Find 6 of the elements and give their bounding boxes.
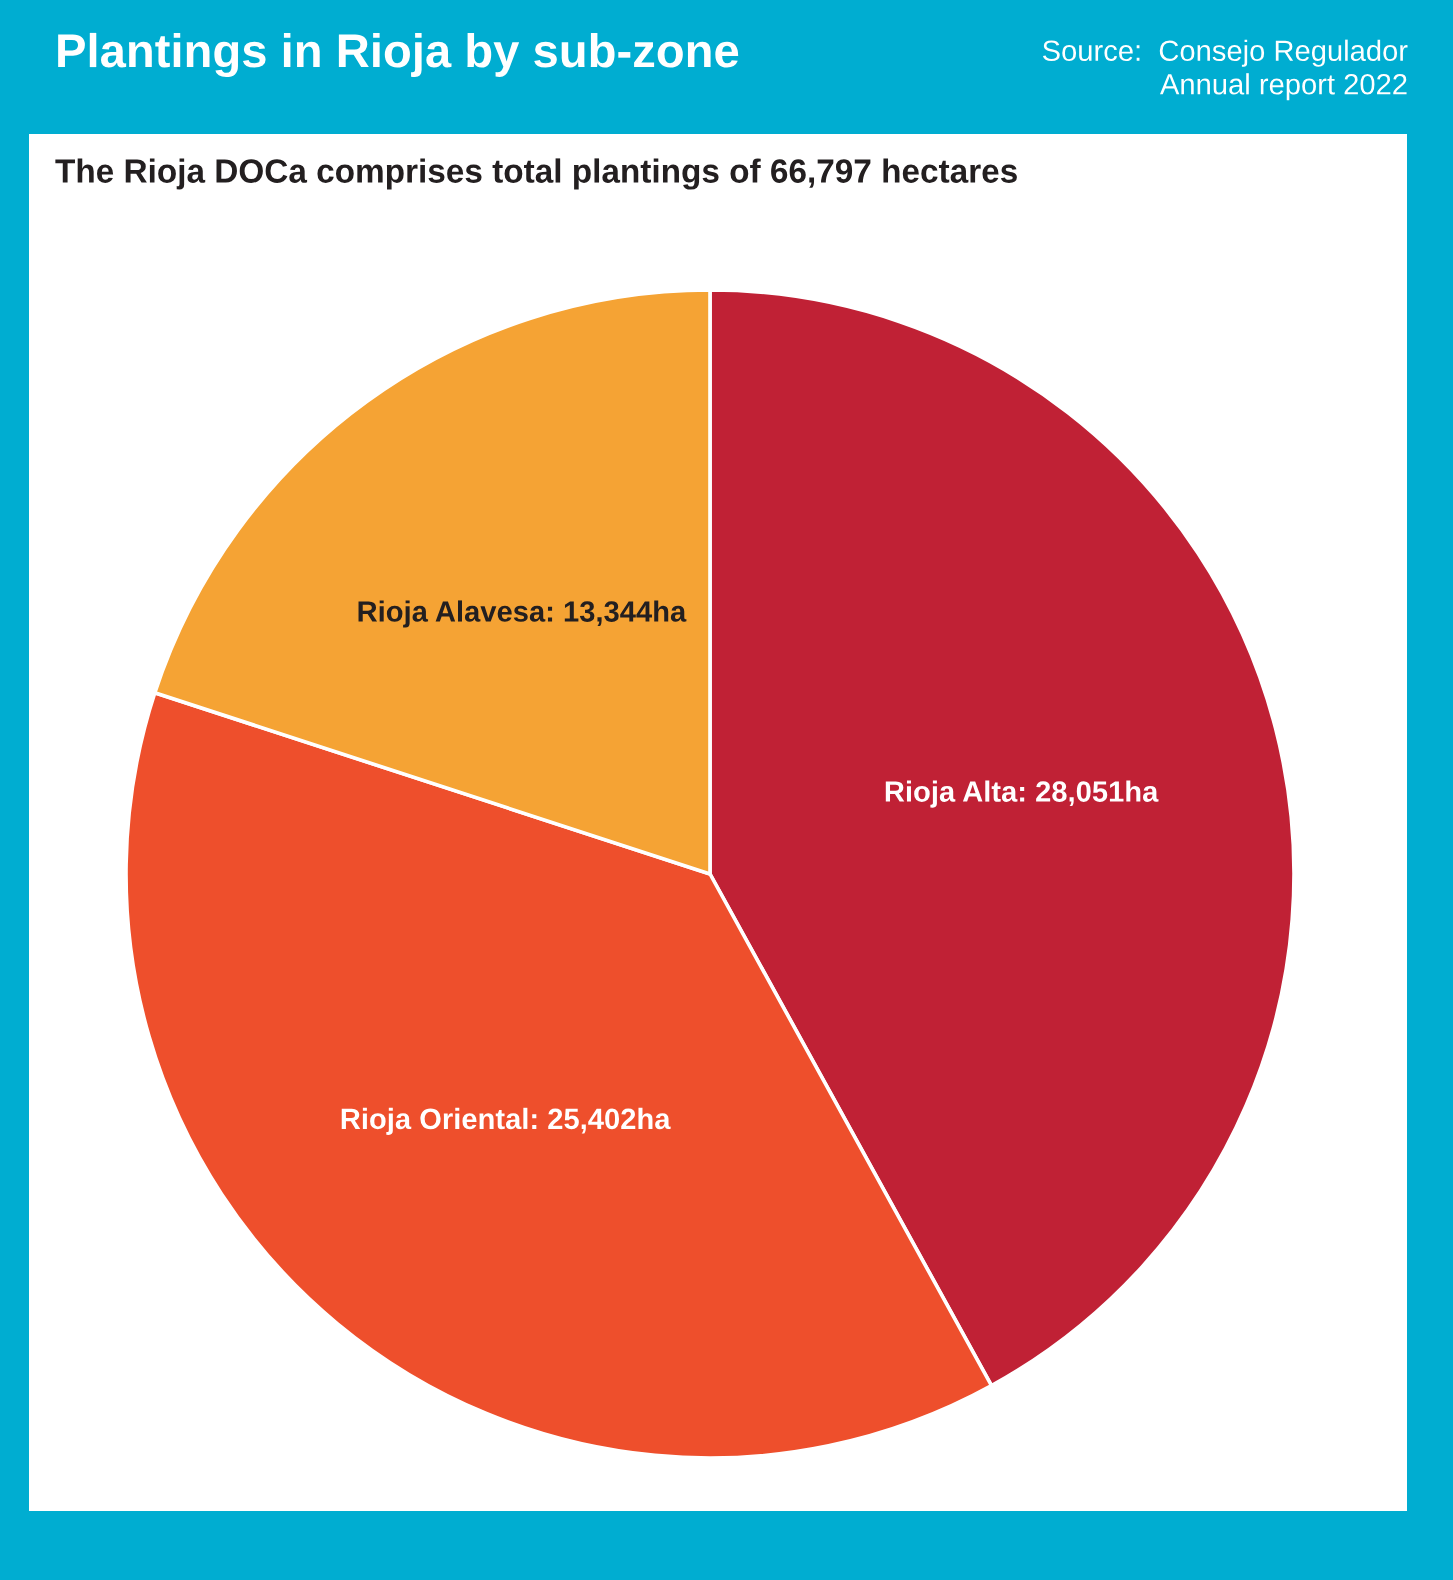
slice-label: Rioja Alavesa: 13,344ha: [358, 600, 687, 628]
source-note: Source: Consejo Regulador Annual report 2022: [1042, 39, 1408, 101]
chart-subtitle: The Rioja DOCa comprises total plantings of 66,797 hectares: [55, 158, 1017, 190]
chart-title: Plantings in Rioja by sub-zone: [58, 32, 739, 78]
slice-label: Rioja Oriental: 25,402ha: [341, 1107, 671, 1135]
slice-label: Rioja Alta: 28,051ha: [885, 780, 1159, 808]
